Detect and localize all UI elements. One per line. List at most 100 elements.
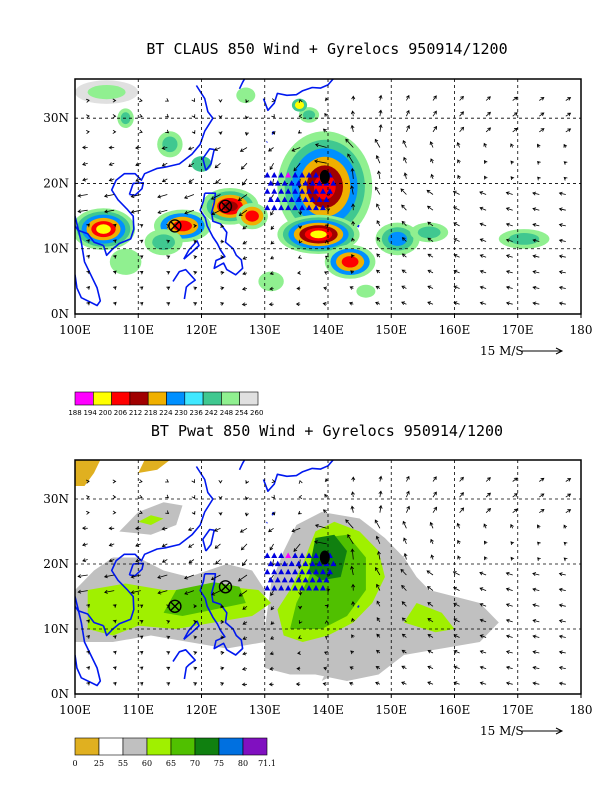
- wind-arrow: [103, 574, 115, 579]
- wind-arrow: [269, 271, 274, 275]
- wind-arrow: [323, 666, 328, 671]
- wind-arrow: [403, 537, 407, 545]
- wind-arrow: [112, 223, 117, 228]
- wind-arrow: [457, 539, 461, 545]
- colorbar-swatch: [111, 391, 131, 406]
- cloud-top-region: [302, 110, 316, 120]
- wind-arrow: [479, 587, 487, 591]
- gyre-triangle: [267, 576, 274, 583]
- wind-arrow: [558, 587, 566, 592]
- wind-arrow: [479, 665, 487, 670]
- wind-arrow: [139, 224, 144, 228]
- gyre-triangle: [285, 568, 292, 575]
- wind-arrow: [539, 477, 545, 482]
- gyre-triangle: [292, 552, 299, 559]
- gyre-triangle: [316, 576, 323, 583]
- wind-arrow: [532, 681, 540, 686]
- colorbar-label: 254: [235, 409, 249, 417]
- gyre-locations: [168, 550, 337, 613]
- x-tick-label: 100E: [59, 323, 91, 337]
- wind-arrow: [293, 162, 301, 172]
- wind-arrow: [374, 519, 381, 529]
- wind-arrow: [183, 194, 195, 199]
- wind-arrow: [345, 138, 354, 148]
- wind-arrow: [350, 491, 355, 498]
- wind-arrow: [405, 475, 410, 482]
- wind-arrow: [505, 301, 513, 306]
- wind-arrow: [268, 527, 274, 533]
- gyre-triangle: [312, 171, 319, 178]
- x-tick-label: 150E: [375, 323, 407, 337]
- gyre-locations: [168, 169, 337, 233]
- wind-arrow: [376, 203, 381, 211]
- colorbar-swatch: [93, 391, 112, 406]
- wind-arrow: [453, 649, 460, 654]
- wind-arrow: [291, 147, 301, 152]
- wind-arrow: [112, 619, 117, 624]
- colorbar-label: 230: [174, 409, 187, 417]
- wind-arrow: [558, 681, 566, 686]
- wind-arrow: [376, 633, 381, 638]
- wind-arrow: [103, 193, 115, 198]
- wind-arrow: [270, 606, 275, 611]
- wind-arrow: [220, 255, 225, 260]
- wind-arrow: [166, 666, 171, 671]
- wind-arrow: [427, 221, 434, 227]
- gyre-triangle: [271, 568, 278, 575]
- wind-arrow: [130, 194, 141, 199]
- wind-arrow: [558, 619, 566, 623]
- wind-arrow: [558, 603, 566, 608]
- gyre-triangle: [309, 560, 316, 567]
- wind-arrow: [453, 206, 460, 211]
- wind-arrow: [220, 239, 225, 244]
- wind-arrow: [108, 542, 115, 547]
- wind-arrow: [296, 286, 301, 291]
- wind-arrow: [432, 491, 437, 498]
- coastline: [102, 466, 214, 637]
- wind-arrow: [240, 162, 248, 170]
- colorbar-label: 80: [238, 759, 248, 768]
- wind-arrow: [86, 619, 90, 624]
- wind-arrow: [563, 557, 568, 562]
- wind-arrow: [112, 604, 117, 608]
- wind-arrow: [269, 666, 274, 671]
- colorbar-swatch: [170, 737, 196, 756]
- wind-arrow: [86, 650, 90, 655]
- shaded-region: [138, 460, 170, 473]
- wind-arrow: [314, 524, 327, 529]
- wind-arrow: [239, 527, 248, 533]
- wind-arrow: [324, 255, 329, 260]
- wind-arrow: [401, 665, 407, 670]
- wind-arrow: [558, 285, 566, 290]
- cloud-top-region: [96, 224, 111, 234]
- gyre-triangle: [288, 560, 295, 567]
- wind-arrow: [400, 188, 407, 195]
- wind-arrow: [193, 223, 198, 228]
- wind-arrow: [165, 510, 170, 514]
- wind-arrow: [459, 507, 465, 513]
- wind-arrow: [314, 143, 327, 148]
- wind-arrow: [376, 253, 381, 258]
- wind-arrow: [452, 190, 460, 195]
- gyre-triangle: [274, 196, 281, 202]
- wind-arrow: [139, 239, 144, 244]
- coastline: [183, 240, 200, 260]
- wind-arrow: [351, 601, 356, 607]
- wind-arrow: [565, 128, 572, 133]
- wind-arrow: [406, 490, 410, 498]
- wind-arrow: [479, 681, 487, 686]
- wind-arrow: [453, 238, 460, 242]
- wind-arrow: [324, 112, 328, 117]
- wind-arrow: [297, 130, 302, 134]
- wind-arrow: [432, 95, 437, 101]
- wind-arrow: [505, 665, 513, 670]
- wind-arrow: [193, 619, 198, 624]
- wind-arrow: [165, 479, 169, 483]
- wind-arrow: [269, 651, 274, 656]
- wind-arrow: [427, 269, 434, 274]
- wind-arrow: [218, 99, 223, 103]
- colorbar-swatch: [74, 737, 100, 756]
- wind-arrow: [139, 635, 144, 640]
- wind-arrow: [563, 143, 568, 148]
- wind-arrow: [565, 112, 572, 117]
